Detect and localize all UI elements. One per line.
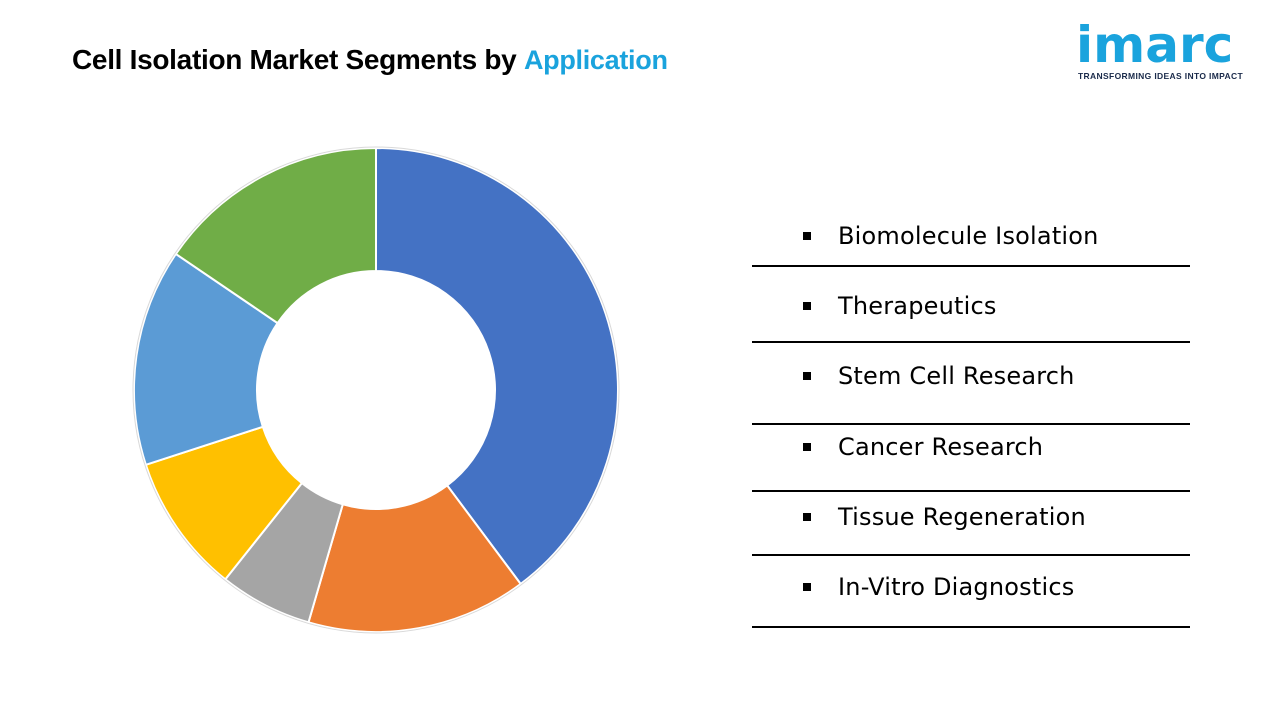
- legend-divider: [752, 554, 1190, 556]
- title-main: Cell Isolation Market Segments by: [72, 44, 517, 75]
- legend-divider: [752, 626, 1190, 628]
- donut-slice-therapeutics: [307, 483, 523, 633]
- legend-divider: [752, 423, 1190, 425]
- legend-item: Biomolecule Isolation: [752, 204, 1192, 250]
- legend-label: Cancer Research: [838, 433, 1044, 461]
- legend-item: In-Vitro Diagnostics: [752, 555, 1192, 601]
- donut-slice-tissue-regeneration: [133, 252, 279, 467]
- legend-bullet-icon: [803, 583, 811, 591]
- page-title: Cell Isolation Market Segments by Applic…: [72, 44, 668, 76]
- donut-outer-rim: [132, 146, 620, 634]
- legend-divider: [752, 341, 1190, 343]
- title-accent: Application: [523, 45, 668, 75]
- donut-slice-in-vitro-diagnostics: [174, 146, 377, 325]
- legend-label: In-Vitro Diagnostics: [838, 573, 1075, 601]
- legend-bullet-icon: [803, 302, 811, 310]
- legend-divider: [752, 490, 1190, 492]
- legend-label: Stem Cell Research: [838, 362, 1075, 390]
- legend-bullet-icon: [803, 232, 811, 240]
- legend-bullet-icon: [803, 372, 811, 380]
- legend-label: Biomolecule Isolation: [838, 222, 1099, 250]
- imarc-logo: imarc TRANSFORMING IDEAS INTO IMPACT: [1072, 14, 1252, 86]
- legend-item: Cancer Research: [752, 415, 1192, 461]
- legend-label: Therapeutics: [838, 292, 997, 320]
- legend-divider: [752, 265, 1190, 267]
- legend-item: Tissue Regeneration: [752, 485, 1192, 531]
- legend-item: Therapeutics: [752, 274, 1192, 320]
- legend-bullet-icon: [803, 443, 811, 451]
- logo-wordmark: imarc: [1076, 16, 1234, 74]
- legend-item: Stem Cell Research: [752, 344, 1192, 390]
- legend-label: Tissue Regeneration: [838, 503, 1086, 531]
- logo-tagline: TRANSFORMING IDEAS INTO IMPACT: [1078, 71, 1244, 81]
- legend-bullet-icon: [803, 513, 811, 521]
- donut-slice-biomolecule-isolation: [375, 146, 619, 586]
